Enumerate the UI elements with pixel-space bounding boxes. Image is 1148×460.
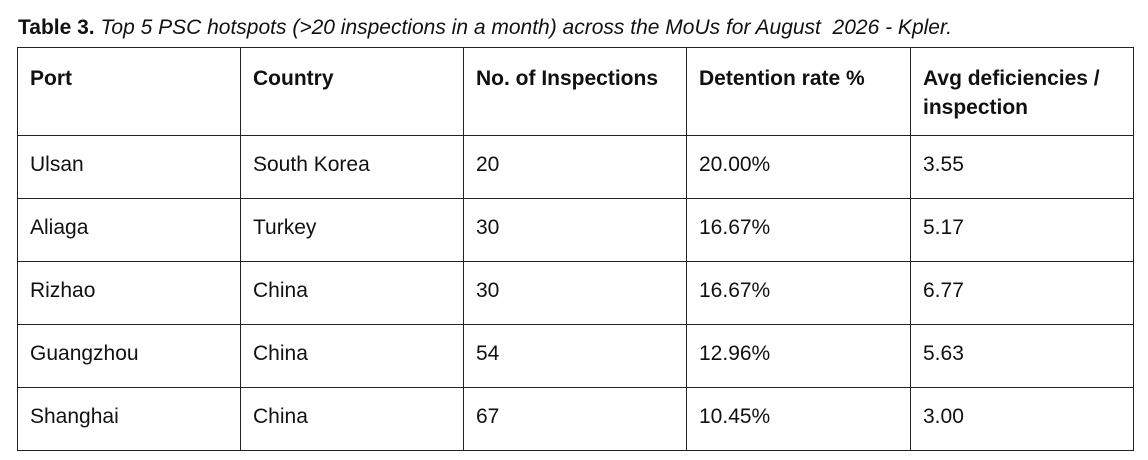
caption-text: Top 5 PSC hotspots (>20 inspections in a… bbox=[100, 16, 953, 39]
table-cell: Shanghai bbox=[17, 387, 241, 451]
table-cell: 20 bbox=[463, 135, 687, 199]
table-cell: 3.55 bbox=[910, 135, 1134, 199]
table-cell: 30 bbox=[463, 198, 687, 262]
table-cell: 67 bbox=[463, 387, 687, 451]
table: Port Country No. of Inspections Detention r… bbox=[17, 47, 1134, 451]
table-cell: 10.45% bbox=[686, 387, 911, 451]
header-cell: No. of Inspections bbox=[463, 47, 687, 136]
table-row: Rizhao China 30 16.67% 6.77 bbox=[17, 261, 1134, 325]
table-cell: 5.63 bbox=[910, 324, 1134, 388]
table-row: Aliaga Turkey 30 16.67% 5.17 bbox=[17, 198, 1134, 262]
table-row: Shanghai China 67 10.45% 3.00 bbox=[17, 387, 1134, 451]
table-cell: 30 bbox=[463, 261, 687, 325]
table-row: Ulsan South Korea 20 20.00% 3.55 bbox=[17, 135, 1134, 199]
table-cell: Guangzhou bbox=[17, 324, 241, 388]
table-cell: 5.17 bbox=[910, 198, 1134, 262]
table-cell: China bbox=[240, 261, 464, 325]
header-row: Port Country No. of Inspections Detention r… bbox=[17, 47, 1134, 136]
header-cell: Port bbox=[17, 47, 241, 136]
table-cell: 16.67% bbox=[686, 198, 911, 262]
table-cell: 16.67% bbox=[686, 261, 911, 325]
caption-label: Table 3. bbox=[18, 16, 95, 39]
table-cell: Ulsan bbox=[17, 135, 241, 199]
table-cell: China bbox=[240, 387, 464, 451]
table-cell: 20.00% bbox=[686, 135, 911, 199]
table-body: Ulsan South Korea 20 20.00% 3.55 Aliaga Turkey… bbox=[17, 135, 1134, 451]
header-cell: Avg deficiencies / inspection bbox=[910, 47, 1134, 136]
table-cell: Rizhao bbox=[17, 261, 241, 325]
table-cell: Aliaga bbox=[17, 198, 241, 262]
table-cell: Turkey bbox=[240, 198, 464, 262]
table-row: Guangzhou China 54 12.96% 5.63 bbox=[17, 324, 1134, 388]
header-cell: Detention rate % bbox=[686, 47, 911, 136]
header-cell: Country bbox=[240, 47, 464, 136]
table-cell: 12.96% bbox=[686, 324, 911, 388]
caption: Table 3. Top 5 PSC hotspots (>20 inspect… bbox=[18, 16, 952, 40]
table-cell: China bbox=[240, 324, 464, 388]
table-cell: 54 bbox=[463, 324, 687, 388]
table-cell: South Korea bbox=[240, 135, 464, 199]
table-cell: 6.77 bbox=[910, 261, 1134, 325]
table-cell: 3.00 bbox=[910, 387, 1134, 451]
